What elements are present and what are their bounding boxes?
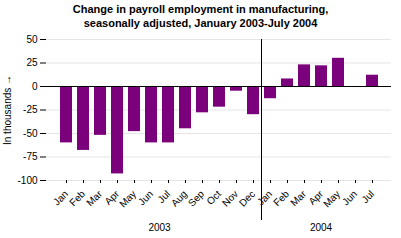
svg-text:Dec: Dec [237, 188, 257, 208]
svg-text:2004: 2004 [310, 222, 333, 233]
html-text:Change in payroll employment i: Change in payroll employment in manufact… [72, 3, 329, 29]
svg-text:May: May [117, 188, 138, 209]
svg-text:Oct: Oct [204, 188, 223, 207]
svg-text:Feb: Feb [67, 187, 87, 207]
svg-text:Jan: Jan [51, 188, 70, 207]
svg-text:-25: -25 [23, 104, 38, 115]
svg-text:Jul: Jul [359, 188, 376, 205]
svg-text:-100: -100 [17, 174, 37, 185]
svg-text:-50: -50 [23, 127, 38, 138]
svg-text:Nov: Nov [220, 188, 240, 208]
svg-text:-75: -75 [23, 151, 38, 162]
svg-text:Mar: Mar [84, 187, 104, 207]
svg-text:Feb: Feb [271, 187, 291, 207]
svg-text:Jun: Jun [136, 188, 155, 207]
svg-text:May: May [321, 188, 342, 209]
svg-text:Jul: Jul [155, 187, 173, 205]
svg-text:Mar: Mar [288, 187, 308, 207]
svg-text:Apr: Apr [306, 187, 326, 207]
svg-text:Aug: Aug [169, 188, 189, 208]
svg-text:In thousands →: In thousands → [2, 74, 13, 144]
svg-text:Sep: Sep [186, 187, 207, 208]
svg-text:Apr: Apr [102, 187, 122, 207]
svg-text:Jun: Jun [340, 188, 359, 207]
svg-text:25: 25 [26, 57, 38, 68]
svg-text:Jan: Jan [255, 188, 274, 207]
svg-text:50: 50 [26, 33, 38, 44]
svg-text:0: 0 [32, 80, 38, 91]
svg-text:2003: 2003 [148, 222, 171, 233]
